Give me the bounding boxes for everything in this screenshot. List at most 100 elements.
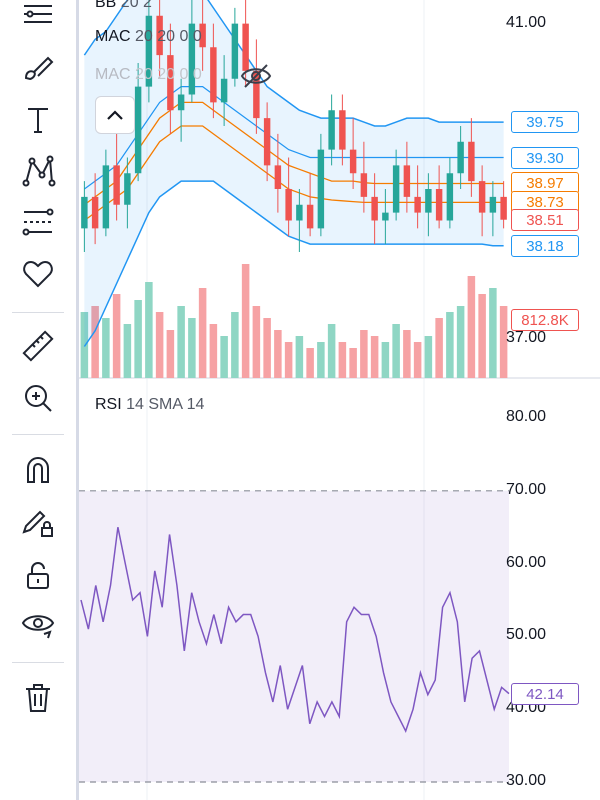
bb-upper-line — [83, 0, 504, 127]
candle-body — [177, 94, 185, 111]
volume-bar — [317, 342, 325, 378]
volume-bar — [392, 324, 400, 378]
pattern-nodes-icon — [22, 155, 56, 187]
candle-body — [91, 196, 99, 229]
lock-tool[interactable] — [18, 556, 58, 596]
fib-tool[interactable] — [18, 202, 58, 242]
volume-bar — [166, 330, 175, 378]
chart-area[interactable]: BB 20 2 MAC 20 20 0 0 MAC 20 20 0 0 RSI … — [79, 0, 600, 800]
volume-bar — [435, 318, 443, 378]
volume-bar — [295, 336, 304, 378]
delete-tool[interactable] — [18, 678, 58, 718]
volume-bar — [284, 342, 293, 378]
candle-body — [231, 23, 239, 79]
candle-body — [360, 173, 368, 197]
toolbar-edge — [76, 0, 79, 800]
rsi-legend-params: 14 SMA 14 — [126, 396, 205, 413]
volume-bar — [499, 306, 508, 378]
measure-tool[interactable] — [18, 326, 58, 366]
rsi-legend[interactable]: RSI 14 SMA 14 — [95, 396, 204, 414]
volume-bar — [155, 312, 164, 378]
rsi-legend-name: RSI — [95, 396, 122, 413]
bb-lower-price-badge: 38.18 — [511, 234, 579, 257]
eye-icon — [21, 615, 55, 639]
candle-body — [349, 149, 357, 174]
mac2-legend-params: 20 20 0 0 — [135, 66, 202, 83]
candle-body — [102, 165, 110, 229]
candle-body — [500, 196, 507, 220]
chart-canvas[interactable] — [79, 0, 600, 800]
candle-body — [296, 204, 303, 221]
ruler-icon — [22, 330, 54, 362]
candle-body — [113, 165, 120, 205]
mac2-legend-name: MAC — [95, 66, 131, 83]
trash-icon — [26, 684, 50, 712]
lines-tool[interactable] — [18, 0, 58, 36]
volume-bar — [220, 336, 228, 378]
volume-bar — [198, 288, 207, 378]
pattern-tool[interactable] — [18, 151, 58, 191]
volume-badge: 812.8K — [511, 309, 579, 331]
text-icon — [28, 108, 48, 133]
bb-basis-line — [84, 86, 504, 190]
magnet-icon — [27, 457, 49, 483]
volume-bar — [467, 276, 476, 378]
volume-bar — [327, 324, 336, 378]
candle-body — [328, 110, 335, 150]
fib-levels-icon — [22, 208, 54, 236]
candle-body — [382, 212, 389, 221]
favorites-tool[interactable] — [18, 254, 58, 294]
volume-bar — [209, 324, 218, 378]
rsi-tick-label: 70.00 — [505, 480, 546, 498]
brush-tool[interactable] — [18, 48, 58, 88]
volume-bar — [489, 288, 497, 378]
mac2-legend[interactable]: MAC 20 20 0 0 — [95, 66, 202, 84]
candle-body — [210, 47, 217, 103]
bb-basis-price-badge: 39.30 — [511, 146, 579, 169]
lock-drawing-tool[interactable] — [18, 502, 58, 542]
bb-upper-price-badge: 39.75 — [511, 111, 579, 134]
bb-legend[interactable]: BB 20 2 — [95, 0, 152, 12]
collapse-legend-button[interactable] — [95, 96, 135, 134]
rsi-tick-label: 30.00 — [505, 772, 546, 789]
mac1-legend[interactable]: MAC 20 20 0 0 — [95, 28, 202, 46]
drawing-toolbar — [0, 0, 76, 800]
rsi-line — [80, 527, 510, 733]
text-tool[interactable] — [18, 100, 58, 140]
visibility-tool[interactable] — [18, 604, 58, 644]
candle-body — [468, 141, 475, 182]
toolbar-separator — [12, 312, 64, 313]
candle-body — [274, 165, 282, 189]
candle-body — [371, 196, 378, 221]
pencil-lock-icon — [22, 510, 53, 537]
bb-legend-params: 20 2 — [120, 0, 152, 11]
rsi-value-badge: 42.14 — [511, 682, 579, 705]
zoom-tool[interactable] — [18, 378, 58, 418]
bb-lower-line — [83, 180, 504, 347]
volume-bar — [413, 342, 422, 378]
candle-body — [339, 110, 346, 150]
volume-bar — [123, 324, 132, 378]
heart-icon — [23, 260, 53, 288]
candle-body — [435, 189, 443, 221]
candle-body — [489, 196, 497, 213]
ma-line-1 — [83, 101, 504, 206]
volume-bar — [134, 300, 142, 378]
candle-body — [446, 173, 454, 221]
mac1-legend-params: 20 20 0 0 — [135, 28, 202, 45]
bb-legend-name: BB — [95, 0, 117, 11]
rsi-band-fill — [79, 490, 509, 782]
volume-bar — [91, 306, 99, 378]
magnet-tool[interactable] — [18, 450, 58, 490]
volume-bar — [456, 306, 465, 378]
volume-bar — [231, 312, 239, 378]
candle-body — [253, 70, 260, 119]
toolbar-separator — [12, 434, 64, 435]
candle-body — [220, 78, 228, 103]
zoom-in-icon — [25, 385, 52, 412]
volume-bar — [403, 330, 411, 378]
rsi-tick-label: 50.00 — [505, 626, 546, 644]
candle-body — [145, 15, 153, 87]
candle-body — [285, 189, 292, 221]
eye-off-icon[interactable] — [239, 62, 273, 90]
